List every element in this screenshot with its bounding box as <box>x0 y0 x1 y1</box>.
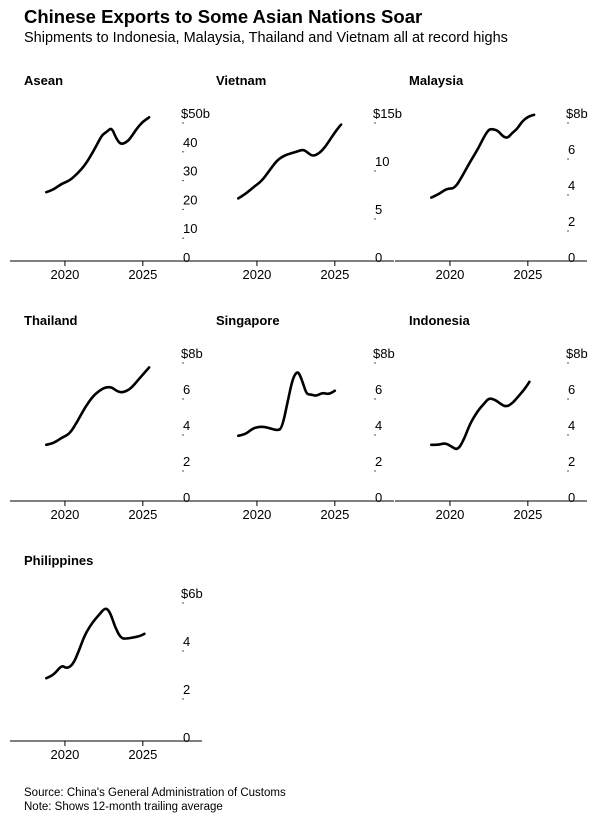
x-tick-label: 2025 <box>128 267 157 282</box>
source-note: Source: China's General Administration o… <box>24 787 286 799</box>
y-tick-label: 5 <box>375 202 382 217</box>
y-tick-label: 6 <box>183 382 190 397</box>
panel-title: Vietnam <box>216 73 267 88</box>
series-line <box>45 607 146 680</box>
y-tick-label: $8b <box>181 346 203 361</box>
x-tick-label: 2020 <box>435 507 464 522</box>
x-tick-label: 2020 <box>50 747 79 762</box>
panel-asean: Asean 0 10 20 30 40 $50b 2020 2025 <box>10 73 210 293</box>
y-tick-label: 0 <box>183 490 190 505</box>
x-tick-label: 2020 <box>242 267 271 282</box>
panel-singapore: Singapore 0 2 4 6 $8b 2020 2025 <box>202 313 396 533</box>
series-line <box>45 116 151 194</box>
x-tick-label: 2020 <box>50 267 79 282</box>
y-tick-label: 2 <box>183 682 190 697</box>
panel-title: Asean <box>24 73 64 88</box>
panel-title: Thailand <box>24 313 78 328</box>
y-tick-label: 2 <box>568 214 575 229</box>
y-tick-label: 0 <box>183 730 190 745</box>
chart-title: Chinese Exports to Some Asian Nations So… <box>24 6 423 27</box>
series-line <box>237 123 343 200</box>
chart-svg: 0 2 4 $6b 2020 2025 <box>10 586 203 762</box>
y-tick-label: $8b <box>566 106 588 121</box>
y-tick-label: 6 <box>375 382 382 397</box>
y-tick-label: 0 <box>375 490 382 505</box>
y-tick-label: 4 <box>183 634 190 649</box>
x-tick-label: 2025 <box>513 507 542 522</box>
chart-svg: 0 10 20 30 40 $50b 2020 2025 <box>10 106 210 282</box>
y-tick-label: $8b <box>566 346 588 361</box>
panel-vietnam: Vietnam 0 5 10 $15b 2020 2025 <box>202 73 402 293</box>
chart-svg: 0 2 4 6 $8b 2020 2025 <box>10 346 203 522</box>
chart-svg: 0 2 4 6 $8b 2020 2025 <box>202 346 395 522</box>
panel-title: Philippines <box>24 553 94 568</box>
panel-title: Malaysia <box>409 73 464 88</box>
chart-subtitle: Shipments to Indonesia, Malaysia, Thaila… <box>24 30 508 46</box>
y-tick-label: 20 <box>183 192 197 207</box>
y-tick-label: $6b <box>181 586 203 601</box>
y-tick-label: 40 <box>183 135 197 150</box>
y-tick-label: 4 <box>568 418 575 433</box>
series-line <box>430 380 531 451</box>
y-tick-label: 10 <box>183 221 197 236</box>
panel-title: Indonesia <box>409 313 470 328</box>
y-tick-label: 0 <box>375 250 382 265</box>
series-line <box>430 113 536 199</box>
panel-philippines: Philippines 0 2 4 $6b 2020 2025 <box>10 553 204 773</box>
footnote: Note: Shows 12-month trailing average <box>24 801 223 813</box>
y-tick-label: 4 <box>568 178 575 193</box>
x-tick-label: 2020 <box>242 507 271 522</box>
y-tick-label: 2 <box>568 454 575 469</box>
y-tick-label: 2 <box>183 454 190 469</box>
y-tick-label: 2 <box>375 454 382 469</box>
y-tick-label: 4 <box>375 418 382 433</box>
chart-svg: 0 2 4 6 $8b 2020 2025 <box>395 106 588 282</box>
x-tick-label: 2020 <box>435 267 464 282</box>
x-tick-label: 2025 <box>128 507 157 522</box>
y-tick-label: 10 <box>375 154 389 169</box>
panel-indonesia: Indonesia 0 2 4 6 $8b 2020 2025 <box>395 313 589 533</box>
x-tick-label: 2025 <box>320 267 349 282</box>
x-tick-label: 2020 <box>50 507 79 522</box>
y-tick-label: 0 <box>568 490 575 505</box>
chart-svg: 0 2 4 6 $8b 2020 2025 <box>395 346 588 522</box>
y-tick-label: $15b <box>373 106 402 121</box>
y-tick-label: 0 <box>183 250 190 265</box>
x-tick-label: 2025 <box>513 267 542 282</box>
y-tick-label: $50b <box>181 106 210 121</box>
y-tick-label: 30 <box>183 164 197 179</box>
x-tick-label: 2025 <box>128 747 157 762</box>
y-tick-label: 6 <box>568 382 575 397</box>
y-tick-label: 4 <box>183 418 190 433</box>
panel-malaysia: Malaysia 0 2 4 6 $8b 2020 2025 <box>395 73 589 293</box>
panel-thailand: Thailand 0 2 4 6 $8b 2020 2025 <box>10 313 204 533</box>
y-tick-label: 6 <box>568 142 575 157</box>
series-line <box>45 366 151 447</box>
x-tick-label: 2025 <box>320 507 349 522</box>
series-line <box>237 371 337 438</box>
chart-svg: 0 5 10 $15b 2020 2025 <box>202 106 402 282</box>
y-tick-label: $8b <box>373 346 395 361</box>
panel-title: Singapore <box>216 313 280 328</box>
y-tick-label: 0 <box>568 250 575 265</box>
